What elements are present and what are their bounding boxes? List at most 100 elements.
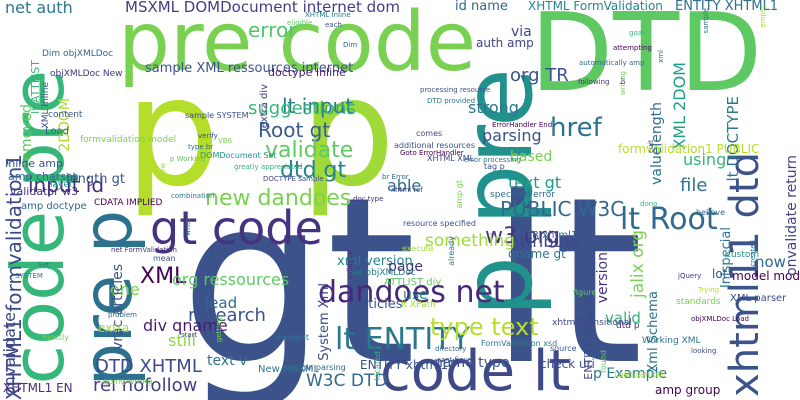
word: page [388, 259, 423, 275]
word: xhtml ref [391, 186, 423, 194]
word: auth amp [476, 36, 534, 50]
word: lt XPath [401, 300, 436, 310]
word: attempting [613, 44, 652, 52]
word: strong [468, 98, 519, 117]
word: validator [346, 249, 354, 280]
word: Set [38, 261, 50, 269]
word: XHTML FormValidation [528, 0, 663, 13]
word: text v [207, 353, 248, 369]
word: Root gt [258, 118, 331, 142]
word: suggestions [248, 98, 356, 119]
word: XHTML XML [427, 154, 475, 163]
word: TR xhtml1 [526, 230, 578, 241]
word: lt input [282, 94, 354, 118]
word: amp doctype [21, 201, 87, 212]
word: formvalidation model [80, 135, 177, 145]
word: gt lt [180, 149, 644, 400]
word: DTD provided [427, 97, 476, 105]
word: amp group [655, 383, 721, 397]
word: div qname [143, 316, 228, 335]
word: following [578, 78, 610, 86]
word: dtd p [616, 321, 640, 331]
word: org TR [510, 65, 569, 86]
word: dono [640, 200, 658, 208]
word: verify [198, 132, 218, 140]
word: research [188, 305, 266, 326]
word: onvalidate return [784, 155, 800, 276]
word: believe [696, 208, 726, 217]
word: each [325, 21, 342, 29]
word: br [619, 77, 627, 85]
word: lt Root [620, 202, 718, 237]
word: figure [573, 288, 597, 297]
word: New MSXML [258, 364, 320, 375]
word: rel nofollow [93, 375, 198, 396]
word: Dim objXMLDoc [42, 49, 114, 59]
word: mean [153, 254, 176, 263]
word: doc type [353, 195, 384, 203]
word: error processing [464, 156, 521, 164]
word: getting [215, 317, 223, 343]
word: Inline amp [5, 157, 64, 170]
word: 2DDOM [57, 98, 73, 152]
word: net FormValidation [111, 246, 177, 254]
word: check uri [540, 357, 595, 371]
word: href [550, 113, 602, 143]
word: ErrorHandler End [492, 121, 553, 129]
word: combination [171, 192, 215, 200]
word: using [683, 150, 727, 169]
word: DOCTYPE sample [263, 175, 324, 183]
word: p [300, 46, 396, 220]
word: sample SYSTEM [185, 111, 249, 120]
word: sample [702, 8, 710, 34]
word: Trying [698, 286, 720, 294]
word: XHTML1 EN [3, 381, 73, 395]
word: cuit [647, 140, 655, 153]
word: custom [726, 250, 760, 260]
word: net auth [5, 0, 73, 17]
word: source [550, 344, 577, 353]
word: ENTITY Inlspecial [582, 286, 595, 380]
word: XML parser [730, 293, 787, 304]
word: MSXML DOMDocument internet dom [125, 0, 400, 16]
word: code lt [380, 339, 571, 400]
word: br Error [382, 173, 409, 181]
word: formvalidation1 PUBLIC [618, 142, 760, 156]
word: specified error [490, 190, 555, 200]
word: type text [430, 313, 539, 341]
word: xml version [337, 254, 413, 269]
word: doctype Inline [268, 66, 346, 79]
word: layer [50, 180, 73, 190]
word: objXMLDoc Load [691, 315, 749, 323]
word: comes [416, 129, 443, 138]
word: begin parsing [291, 363, 346, 372]
word: extra div [259, 84, 270, 129]
word: Working XML [642, 336, 701, 346]
word: Goto ErrorHandler [400, 149, 464, 157]
word: use [403, 287, 428, 303]
word: problem [108, 311, 137, 319]
word: XML 2DOM [670, 62, 689, 150]
word: gt code [150, 201, 323, 255]
word: write [184, 218, 192, 236]
word: model mod [732, 269, 800, 283]
word: created [749, 240, 757, 267]
word: lead [205, 294, 238, 312]
word: jalix org [628, 230, 648, 298]
word: goal [629, 29, 644, 37]
word: already [447, 236, 456, 266]
word: articles [355, 297, 403, 312]
word: one [110, 280, 140, 299]
word: CDATA IMPLIED [94, 198, 163, 208]
word: input id [28, 173, 105, 197]
word: type br [188, 143, 214, 151]
word: System Xml [317, 283, 332, 361]
word: ATTLIST div [384, 277, 442, 288]
word: ENTITY xhtml11 [360, 358, 456, 372]
word: p [125, 46, 221, 220]
word: jQuery [678, 272, 702, 280]
word: execute [402, 244, 434, 253]
word: extra [98, 321, 130, 335]
word: start [181, 331, 198, 339]
